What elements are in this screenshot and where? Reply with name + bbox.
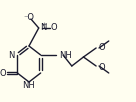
Text: O: O: [50, 23, 57, 33]
Text: NH: NH: [22, 81, 34, 90]
Text: O: O: [98, 43, 105, 52]
Text: ⁻O: ⁻O: [24, 13, 35, 22]
Text: O: O: [98, 63, 105, 72]
Text: NH: NH: [59, 50, 72, 59]
Text: +: +: [41, 23, 46, 28]
Text: N: N: [8, 50, 14, 59]
Text: O: O: [0, 69, 7, 78]
Text: N: N: [40, 23, 46, 33]
